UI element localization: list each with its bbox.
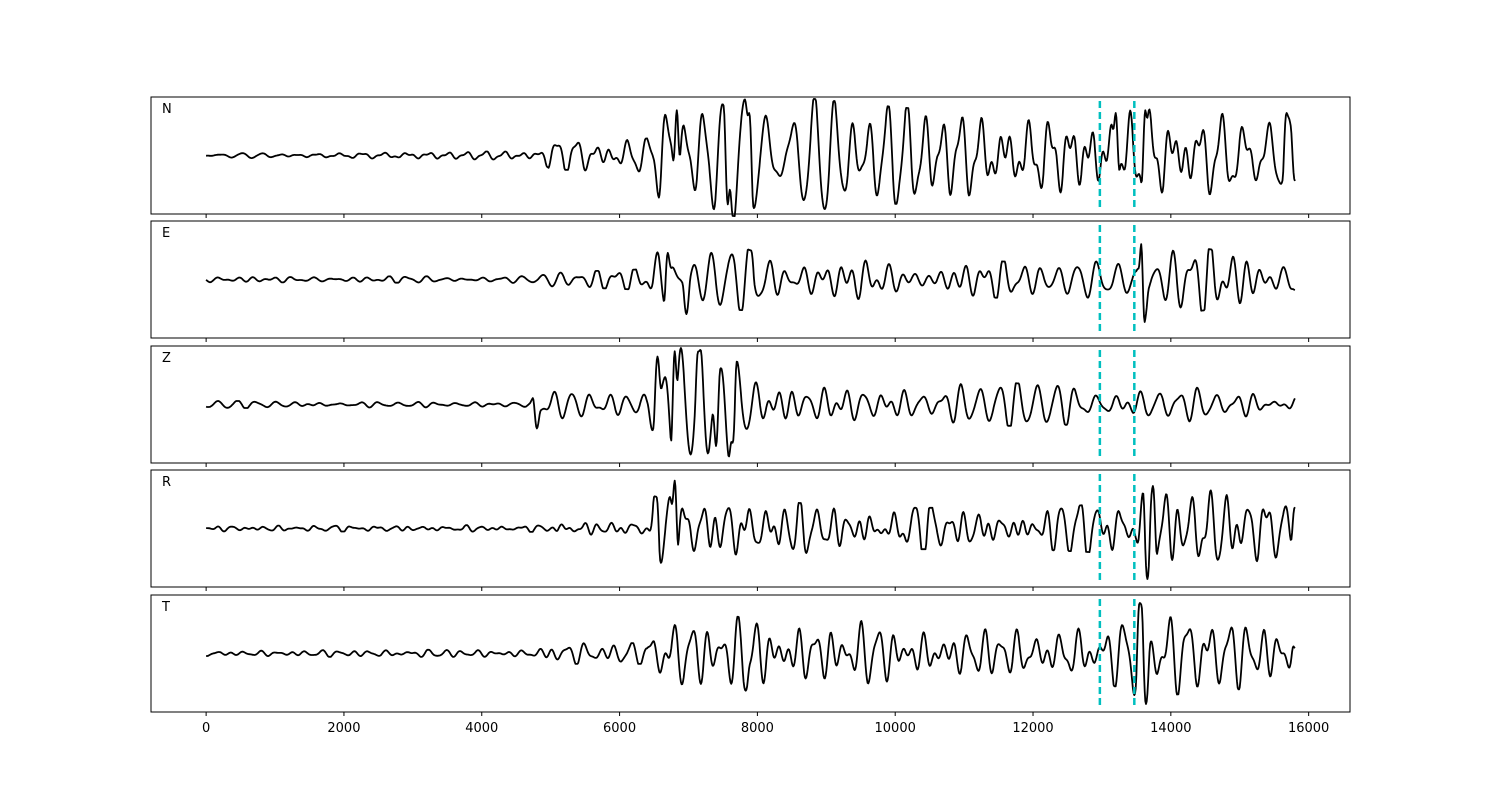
waveform-r (205, 479, 1296, 580)
panel-frame-r (150, 469, 1351, 588)
panel-frame-z (150, 345, 1351, 464)
panel-frame-t (150, 594, 1351, 713)
waveform-n (205, 98, 1296, 217)
x-tick-label: 0 (202, 721, 210, 736)
x-tick-label: 6000 (603, 721, 636, 736)
panel-frame-e (150, 220, 1351, 339)
channel-label-n: N (162, 102, 172, 117)
waveform-z (205, 347, 1296, 458)
channel-label-e: E (162, 226, 170, 241)
x-tick-label: 12000 (1012, 721, 1053, 736)
x-tick-label: 4000 (465, 721, 498, 736)
waveform-t (205, 602, 1296, 705)
channel-label-t: T (161, 600, 170, 615)
x-tick-label: 10000 (875, 721, 916, 736)
channel-label-z: Z (162, 351, 171, 366)
x-tick-label: 14000 (1150, 721, 1191, 736)
channel-label-r: R (162, 475, 171, 490)
x-tick-label: 16000 (1288, 721, 1329, 736)
x-tick-label: 2000 (327, 721, 360, 736)
waveform-e (205, 243, 1296, 323)
panel-frame-n (150, 96, 1351, 215)
x-tick-label: 8000 (741, 721, 774, 736)
